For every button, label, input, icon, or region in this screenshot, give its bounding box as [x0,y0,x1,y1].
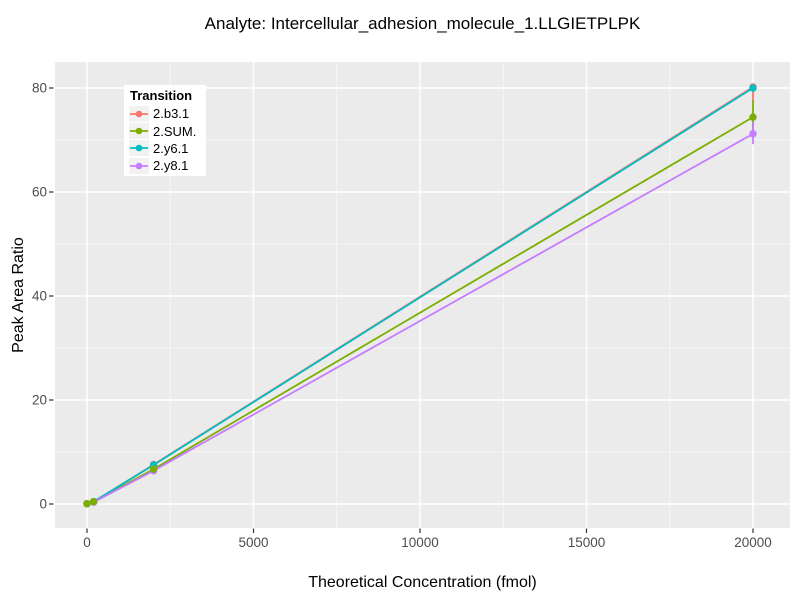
legend-item-label: 2.b3.1 [153,106,190,122]
x-tick-label: 0 [83,535,91,550]
y-tick-label: 60 [32,185,47,200]
data-point-2.y8.1 [749,130,757,138]
legend-title: Transition [130,88,193,103]
legend-item-label: 2.y6.1 [153,140,189,156]
data-point-2.SUM. [89,497,98,506]
legend-item-label: 2.y8.1 [153,158,189,174]
y-tick-label: 20 [32,393,47,408]
chart-title: Analyte: Intercellular_adhesion_molecule… [204,14,641,33]
legend-item-2.b3.1: 2.b3.1 [129,105,206,122]
legend-key-icon [129,157,149,174]
data-point-2.y6.1 [749,84,757,92]
legend-item-2.y6.1: 2.y6.1 [129,140,206,157]
x-axis-title: Theoretical Concentration (fmol) [308,574,537,591]
y-axis-title: Peak Area Ratio [10,237,27,353]
x-tick-label: 20000 [734,535,772,550]
legend-key-icon [129,105,149,122]
data-point-2.SUM. [749,113,757,121]
legend-item-label: 2.SUM. [153,123,197,139]
legend: Transition 2.b3.1 2.SUM. 2.y6.1 2.y8.1 [124,85,206,176]
data-point-2.SUM. [83,500,91,508]
legend-key-icon [129,140,149,157]
x-tick-label: 5000 [238,535,268,550]
x-tick-label: 15000 [568,535,606,550]
y-tick-label: 0 [39,497,47,512]
x-tick-label: 10000 [401,535,439,550]
legend-item-2.y8.1: 2.y8.1 [129,157,206,174]
legend-key-icon [129,123,149,140]
y-tick-label: 80 [32,81,47,96]
legend-item-2.SUM.: 2.SUM. [129,122,206,140]
y-tick-label: 40 [32,289,47,304]
data-point-2.SUM. [149,465,158,473]
